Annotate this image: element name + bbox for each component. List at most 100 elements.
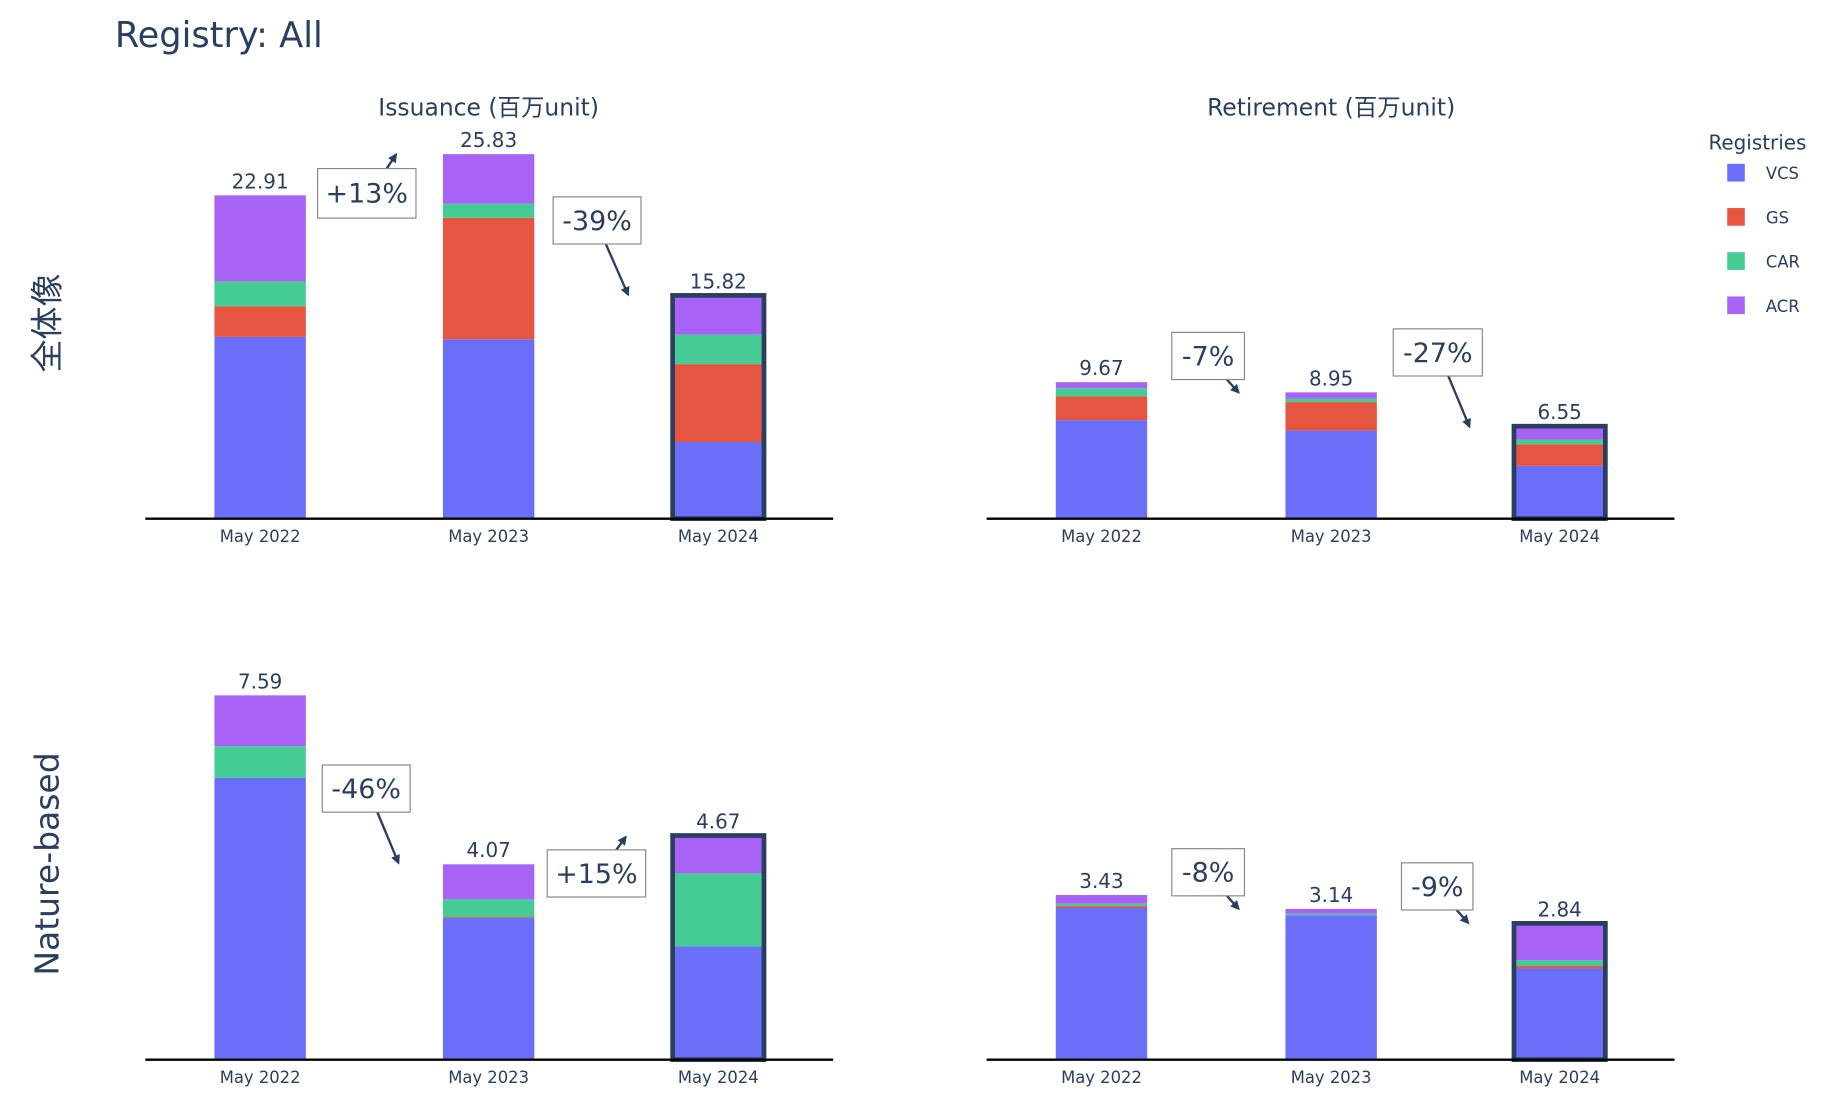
bar-gs-may-2022[interactable] xyxy=(1055,396,1148,421)
legend-item-acr[interactable]: ACR xyxy=(1727,296,1800,316)
change-annotation-box xyxy=(1392,328,1483,377)
bar-car-may-2024[interactable] xyxy=(1513,960,1606,967)
total-label: 7.59 xyxy=(238,669,282,693)
total-label: 15.82 xyxy=(690,269,747,293)
x-tick-label: May 2023 xyxy=(1291,1068,1372,1087)
bar-acr-may-2023[interactable] xyxy=(442,154,535,204)
bar-car-may-2024[interactable] xyxy=(672,873,765,947)
bar-vcs-may-2023[interactable] xyxy=(1285,430,1377,519)
bar-gs-may-2023[interactable] xyxy=(442,917,535,919)
row-label-overall: 全体像 xyxy=(28,273,67,372)
change-arrow xyxy=(1455,909,1470,925)
bar-car-may-2024[interactable] xyxy=(1513,439,1606,445)
bar-car-may-2022[interactable] xyxy=(214,746,306,778)
bar-vcs-may-2023[interactable] xyxy=(1285,915,1377,1060)
bar-gs-may-2022[interactable] xyxy=(214,306,306,337)
bar-acr-may-2022[interactable] xyxy=(1055,895,1148,904)
change-annotation: -8% xyxy=(1182,858,1234,889)
change-annotation-box xyxy=(321,764,411,813)
change-annotation-box xyxy=(1400,862,1474,911)
panel-2: 7.59 May 2022 4.07 May 2023 4.67 May 2024 -46%… xyxy=(145,669,834,1087)
bar-car-may-2022[interactable] xyxy=(1055,903,1148,907)
panel-0: 22.91 May 2022 25.83 May 2023 15.82 May 2024 +… xyxy=(145,128,834,546)
bar-acr-may-2022[interactable] xyxy=(1055,382,1148,389)
x-tick-label: May 2024 xyxy=(1519,527,1600,546)
bar-car-may-2023[interactable] xyxy=(1285,398,1377,403)
column-title-issuance: Issuance (百万unit) xyxy=(378,93,599,121)
legend-title: Registries xyxy=(1708,131,1806,155)
bar-vcs-may-2024[interactable] xyxy=(672,946,765,1060)
change-annotation-box xyxy=(1171,331,1246,381)
legend-label: GS xyxy=(1766,208,1789,227)
bar-car-may-2023[interactable] xyxy=(442,203,535,218)
change-arrow xyxy=(604,243,630,297)
bar-car-may-2022[interactable] xyxy=(1055,388,1148,397)
total-label: 22.91 xyxy=(232,169,289,193)
bar-gs-may-2023[interactable] xyxy=(1285,402,1377,431)
x-tick-label: May 2024 xyxy=(678,1068,759,1087)
legend-swatch xyxy=(1727,252,1745,270)
legend-swatch xyxy=(1727,163,1745,182)
bar-gs-may-2024[interactable] xyxy=(1513,444,1606,466)
bar-vcs-may-2024[interactable] xyxy=(672,442,765,519)
change-annotation: -7% xyxy=(1182,341,1234,372)
bar-gs-may-2024[interactable] xyxy=(1513,966,1606,969)
bar-acr-may-2023[interactable] xyxy=(442,864,535,900)
bar-acr-may-2024[interactable] xyxy=(672,295,765,335)
bar-acr-may-2024[interactable] xyxy=(1513,923,1606,961)
bar-gs-may-2023[interactable] xyxy=(442,217,535,340)
row-label-nature-based: Nature-based xyxy=(28,752,67,975)
bar-acr-may-2023[interactable] xyxy=(1285,908,1377,914)
change-annotation-box xyxy=(1171,848,1246,897)
bar-vcs-may-2022[interactable] xyxy=(1055,420,1148,519)
column-title-retirement: Retirement (百万unit) xyxy=(1207,93,1455,121)
bar-gs-may-2024[interactable] xyxy=(672,364,765,443)
bar-vcs-may-2024[interactable] xyxy=(1513,968,1606,1060)
total-label: 4.07 xyxy=(466,838,510,862)
bar-acr-may-2023[interactable] xyxy=(1285,392,1377,399)
x-tick-label: May 2023 xyxy=(448,527,529,546)
bar-car-may-2023[interactable] xyxy=(1285,913,1377,916)
bar-car-may-2022[interactable] xyxy=(214,281,306,307)
legend: Registries VCS GS CAR ACR xyxy=(1708,131,1806,316)
legend-label: CAR xyxy=(1766,253,1800,272)
change-arrow xyxy=(615,835,627,851)
change-arrow xyxy=(385,152,398,170)
bar-vcs-may-2023[interactable] xyxy=(442,918,535,1060)
bar-acr-may-2022[interactable] xyxy=(214,195,306,282)
legend-swatch xyxy=(1727,296,1745,315)
change-annotation: -46% xyxy=(331,774,401,805)
x-tick-label: May 2022 xyxy=(1061,1068,1142,1087)
panel-3: 3.43 May 2022 3.14 May 2023 2.84 May 2024 -8% -… xyxy=(986,848,1675,1087)
legend-item-vcs[interactable]: VCS xyxy=(1727,163,1799,183)
x-tick-label: May 2022 xyxy=(220,527,301,546)
change-arrow xyxy=(1447,375,1471,429)
change-annotation-box xyxy=(546,849,647,898)
legend-item-car[interactable]: CAR xyxy=(1727,252,1800,272)
bar-vcs-may-2022[interactable] xyxy=(214,336,306,519)
bar-acr-may-2022[interactable] xyxy=(214,695,306,747)
bar-vcs-may-2023[interactable] xyxy=(442,339,535,519)
bar-gs-may-2022[interactable] xyxy=(1055,906,1148,908)
x-tick-label: May 2023 xyxy=(1291,527,1372,546)
bar-vcs-may-2022[interactable] xyxy=(214,777,306,1060)
bar-acr-may-2024[interactable] xyxy=(1513,426,1606,440)
legend-label: VCS xyxy=(1766,164,1799,183)
total-label: 2.84 xyxy=(1537,897,1581,921)
legend-item-gs[interactable]: GS xyxy=(1727,208,1789,227)
change-annotation: -27% xyxy=(1403,338,1473,369)
bar-vcs-may-2024[interactable] xyxy=(1513,465,1606,519)
change-annotation-box xyxy=(552,196,642,245)
bar-car-may-2024[interactable] xyxy=(672,334,765,365)
bar-car-may-2023[interactable] xyxy=(442,899,535,918)
total-label: 8.95 xyxy=(1309,366,1353,390)
change-annotation: -39% xyxy=(562,206,632,237)
bar-vcs-may-2022[interactable] xyxy=(1055,907,1148,1060)
change-annotation: +15% xyxy=(555,859,637,890)
total-label: 25.83 xyxy=(460,128,517,152)
bar-acr-may-2024[interactable] xyxy=(672,835,765,874)
chart-title: Registry: All xyxy=(115,15,323,56)
change-annotation-box xyxy=(316,167,417,219)
change-annotation: -9% xyxy=(1411,872,1463,903)
change-arrow xyxy=(1226,895,1240,911)
